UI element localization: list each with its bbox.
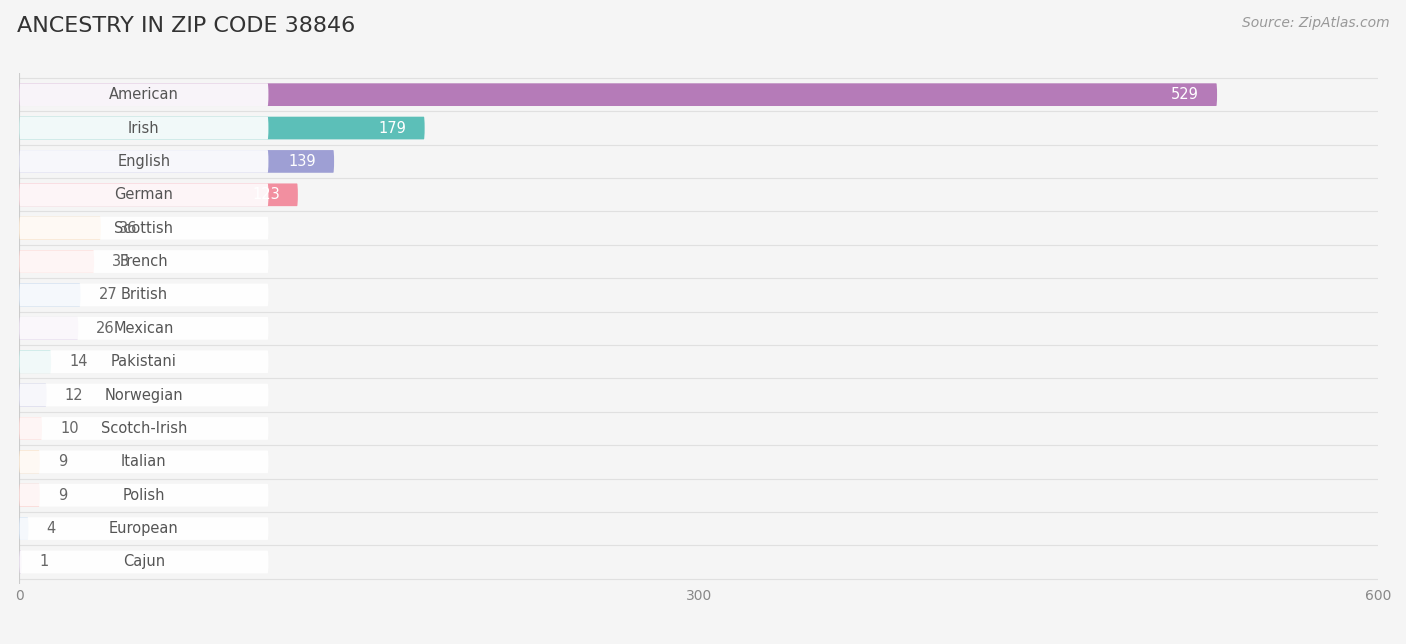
FancyBboxPatch shape bbox=[20, 451, 39, 473]
FancyBboxPatch shape bbox=[20, 551, 269, 573]
Text: European: European bbox=[110, 521, 179, 536]
FancyBboxPatch shape bbox=[20, 251, 269, 273]
FancyBboxPatch shape bbox=[20, 317, 269, 339]
Text: 179: 179 bbox=[378, 120, 406, 135]
Text: 12: 12 bbox=[65, 388, 83, 402]
FancyBboxPatch shape bbox=[20, 150, 335, 173]
Text: Pakistani: Pakistani bbox=[111, 354, 177, 369]
Text: French: French bbox=[120, 254, 169, 269]
FancyBboxPatch shape bbox=[20, 417, 269, 440]
FancyBboxPatch shape bbox=[20, 184, 298, 206]
Text: Source: ZipAtlas.com: Source: ZipAtlas.com bbox=[1241, 16, 1389, 30]
FancyBboxPatch shape bbox=[20, 117, 269, 139]
Text: Norwegian: Norwegian bbox=[104, 388, 183, 402]
Text: 33: 33 bbox=[112, 254, 131, 269]
FancyBboxPatch shape bbox=[20, 184, 269, 206]
FancyBboxPatch shape bbox=[20, 517, 269, 540]
Text: 14: 14 bbox=[69, 354, 87, 369]
Text: 9: 9 bbox=[58, 455, 67, 469]
Text: 139: 139 bbox=[288, 154, 316, 169]
FancyBboxPatch shape bbox=[20, 551, 21, 573]
Text: 10: 10 bbox=[60, 421, 79, 436]
FancyBboxPatch shape bbox=[20, 417, 42, 440]
FancyBboxPatch shape bbox=[20, 517, 28, 540]
Text: 27: 27 bbox=[98, 287, 117, 303]
Text: 123: 123 bbox=[252, 187, 280, 202]
FancyBboxPatch shape bbox=[20, 317, 79, 339]
FancyBboxPatch shape bbox=[20, 150, 269, 173]
FancyBboxPatch shape bbox=[20, 83, 269, 106]
FancyBboxPatch shape bbox=[20, 484, 39, 507]
Text: 36: 36 bbox=[120, 221, 138, 236]
Text: Polish: Polish bbox=[122, 488, 165, 503]
Text: 26: 26 bbox=[97, 321, 115, 336]
Text: Italian: Italian bbox=[121, 455, 167, 469]
FancyBboxPatch shape bbox=[20, 217, 269, 240]
Text: Mexican: Mexican bbox=[114, 321, 174, 336]
FancyBboxPatch shape bbox=[20, 251, 94, 273]
FancyBboxPatch shape bbox=[20, 384, 269, 406]
Text: English: English bbox=[117, 154, 170, 169]
Text: 9: 9 bbox=[58, 488, 67, 503]
Text: Irish: Irish bbox=[128, 120, 160, 135]
Text: American: American bbox=[108, 87, 179, 102]
Text: German: German bbox=[114, 187, 173, 202]
Text: 529: 529 bbox=[1171, 87, 1199, 102]
Text: 4: 4 bbox=[46, 521, 56, 536]
FancyBboxPatch shape bbox=[20, 384, 46, 406]
FancyBboxPatch shape bbox=[20, 83, 1218, 106]
FancyBboxPatch shape bbox=[20, 283, 269, 307]
FancyBboxPatch shape bbox=[20, 451, 269, 473]
FancyBboxPatch shape bbox=[20, 484, 269, 507]
Text: 1: 1 bbox=[39, 554, 49, 569]
FancyBboxPatch shape bbox=[20, 350, 51, 373]
Text: ANCESTRY IN ZIP CODE 38846: ANCESTRY IN ZIP CODE 38846 bbox=[17, 16, 356, 36]
FancyBboxPatch shape bbox=[20, 283, 80, 307]
FancyBboxPatch shape bbox=[20, 217, 101, 240]
Text: British: British bbox=[121, 287, 167, 303]
Text: Scotch-Irish: Scotch-Irish bbox=[101, 421, 187, 436]
FancyBboxPatch shape bbox=[20, 117, 425, 139]
FancyBboxPatch shape bbox=[20, 350, 269, 373]
Text: Scottish: Scottish bbox=[114, 221, 173, 236]
Text: Cajun: Cajun bbox=[122, 554, 165, 569]
